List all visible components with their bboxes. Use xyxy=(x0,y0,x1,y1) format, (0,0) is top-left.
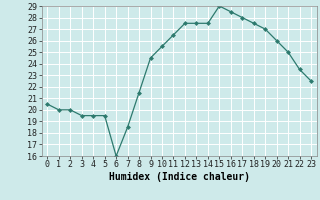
X-axis label: Humidex (Indice chaleur): Humidex (Indice chaleur) xyxy=(109,172,250,182)
